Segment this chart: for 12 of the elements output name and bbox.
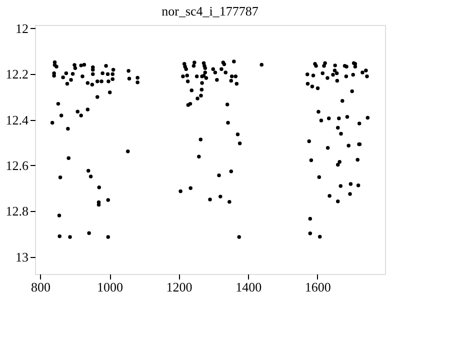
y-tick-label: 12.8 xyxy=(6,204,28,219)
chart-title: nor_sc4_i_177787 xyxy=(162,3,259,18)
y-tick-label: 12.6 xyxy=(6,158,29,173)
y-tick-label: 12.4 xyxy=(6,112,29,128)
y-tick-label: 12 xyxy=(16,20,28,36)
y-tick-label: 12.2 xyxy=(6,66,28,82)
x-tick-label: 1400 xyxy=(236,280,262,294)
x-tick-label: 1600 xyxy=(304,280,331,294)
x-tick-label: 800 xyxy=(30,280,50,294)
x-tick-label: 1000 xyxy=(97,280,124,294)
y-tick-label: 13 xyxy=(16,249,28,264)
x-tick-label: 1200 xyxy=(166,280,192,294)
